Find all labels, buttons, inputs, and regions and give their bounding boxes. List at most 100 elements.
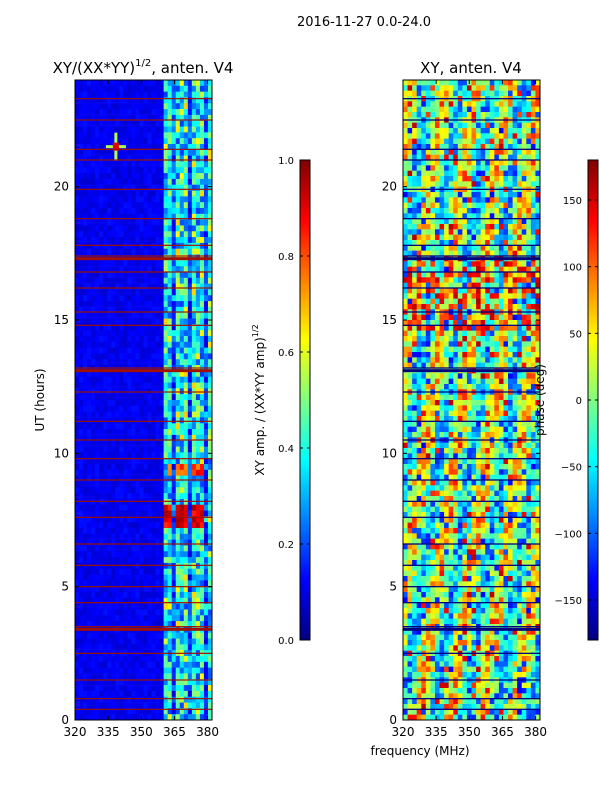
x-tick-label: 380 [196, 725, 219, 739]
y-tick-label: 5 [389, 580, 397, 594]
amplitude-colorbar-label: XY amp. / (XX*YY amp)1/2 [251, 324, 267, 475]
left-heatmap-image [75, 80, 212, 720]
y-tick-label: 10 [382, 446, 397, 460]
right-flag-line [403, 367, 540, 369]
right-plot-frame [402, 79, 541, 721]
right-flag-line [403, 257, 540, 261]
x-tick-label: 365 [491, 725, 514, 739]
right-flag-line [403, 420, 540, 422]
right-flag-line [403, 564, 540, 566]
colorbar-tick-label: 0.0 [278, 636, 294, 647]
shared-x-axis-label: frequency (MHz) [370, 744, 469, 758]
y-tick-label: 0 [61, 713, 69, 727]
right-flag-line [403, 626, 540, 628]
right-flag-line [403, 500, 540, 502]
left-flag-line [75, 188, 212, 190]
right-flag-line [403, 627, 540, 631]
right-heatmap-image [403, 80, 540, 720]
left-flag-line [75, 148, 212, 150]
right-flag-line [403, 119, 540, 121]
left-flag-line [75, 500, 212, 502]
x-tick-label: 350 [130, 725, 153, 739]
y-tick-label: 20 [54, 180, 69, 194]
colorbar-tick-label: 0.4 [278, 444, 294, 455]
left-flag-line [75, 698, 212, 700]
x-tick-label: 365 [163, 725, 186, 739]
left-flag-line [75, 679, 212, 681]
right-flag-line [403, 218, 540, 220]
y-tick-label: 5 [61, 580, 69, 594]
left-flag-line [75, 391, 212, 393]
left-flag-line [75, 564, 212, 566]
right-flag-line [403, 188, 540, 190]
colorbar-tick-label: 0.6 [278, 348, 294, 359]
left-flag-line [75, 458, 212, 460]
left-flag-line [75, 708, 212, 710]
left-flag-line [75, 420, 212, 422]
left-plot-frame [74, 79, 213, 721]
left-flag-line [75, 479, 212, 481]
colorbar-tick-label: −100 [555, 529, 582, 540]
left-flag-line [75, 652, 212, 654]
left-flag-line [75, 439, 212, 441]
x-tick-label: 335 [97, 725, 120, 739]
left-flag-line [75, 516, 212, 518]
y-tick-label: 20 [382, 180, 397, 194]
left-flag-line [75, 244, 212, 246]
y-tick-label: 10 [54, 446, 69, 460]
colorbar-tick-label: 50 [569, 329, 582, 340]
left-flag-line [75, 311, 212, 313]
left-flag-line [75, 627, 212, 631]
amplitude-colorbar [299, 159, 311, 641]
right-flag-line [403, 439, 540, 441]
right-flag-line [403, 586, 540, 588]
colorbar-tick-label: 0 [576, 396, 582, 407]
right-panel-title: XY, anten. V4 [420, 59, 522, 77]
phase-colorbar-ticks: −150 −100 −50 0 50 100 150 [555, 196, 598, 607]
left-flag-line [75, 98, 212, 100]
left-flag-line [75, 271, 212, 273]
colorbar-tick-label: 150 [563, 196, 582, 207]
left-flag-line [75, 369, 212, 373]
right-flag-line [403, 479, 540, 481]
right-flag-line [403, 255, 540, 257]
right-flag-line [403, 98, 540, 100]
left-flag-line [75, 324, 212, 326]
left-flag-line [75, 119, 212, 121]
right-axes: 320 335 350 365 380 0 5 10 15 20 [382, 80, 547, 739]
colorbar-tick-label: −150 [555, 596, 582, 607]
left-flag-line [75, 602, 212, 604]
x-tick-label: 320 [392, 725, 415, 739]
colorbar-tick-label: 0.8 [278, 252, 294, 263]
right-flag-line [403, 369, 540, 373]
right-flag-line [403, 324, 540, 326]
right-flag-line [403, 708, 540, 710]
phase-colorbar-label: phase (deg) [533, 364, 547, 436]
colorbar-tick-label: −50 [561, 463, 582, 474]
right-flag-line [403, 287, 540, 289]
right-flag-line [403, 698, 540, 700]
left-flag-line [75, 287, 212, 289]
y-tick-label: 15 [382, 313, 397, 327]
left-flag-line [75, 257, 212, 261]
right-flag-line [403, 679, 540, 681]
left-y-axis-label: UT (hours) [33, 368, 47, 431]
left-panel-title: XY/(XX*YY)1/2, anten. V4 [53, 58, 234, 77]
amplitude-colorbar-ticks: 0.0 0.2 0.4 0.6 0.8 1.0 [278, 156, 310, 647]
left-flag-line [75, 626, 212, 628]
x-tick-label: 380 [524, 725, 547, 739]
right-flag-line [403, 543, 540, 545]
right-flag-line [403, 516, 540, 518]
colorbar-tick-label: 100 [563, 263, 582, 274]
y-tick-label: 0 [389, 713, 397, 727]
figure-suptitle: 2016-11-27 0.0-24.0 [297, 15, 431, 30]
colorbar-tick-label: 0.2 [278, 540, 294, 551]
left-flag-line [75, 159, 212, 161]
left-axes: 320 335 350 365 380 0 5 10 15 20 [54, 80, 219, 739]
right-flag-line [403, 458, 540, 460]
left-flag-line [75, 586, 212, 588]
left-flag-line [75, 218, 212, 220]
x-tick-label: 350 [458, 725, 481, 739]
left-flag-line [75, 543, 212, 545]
